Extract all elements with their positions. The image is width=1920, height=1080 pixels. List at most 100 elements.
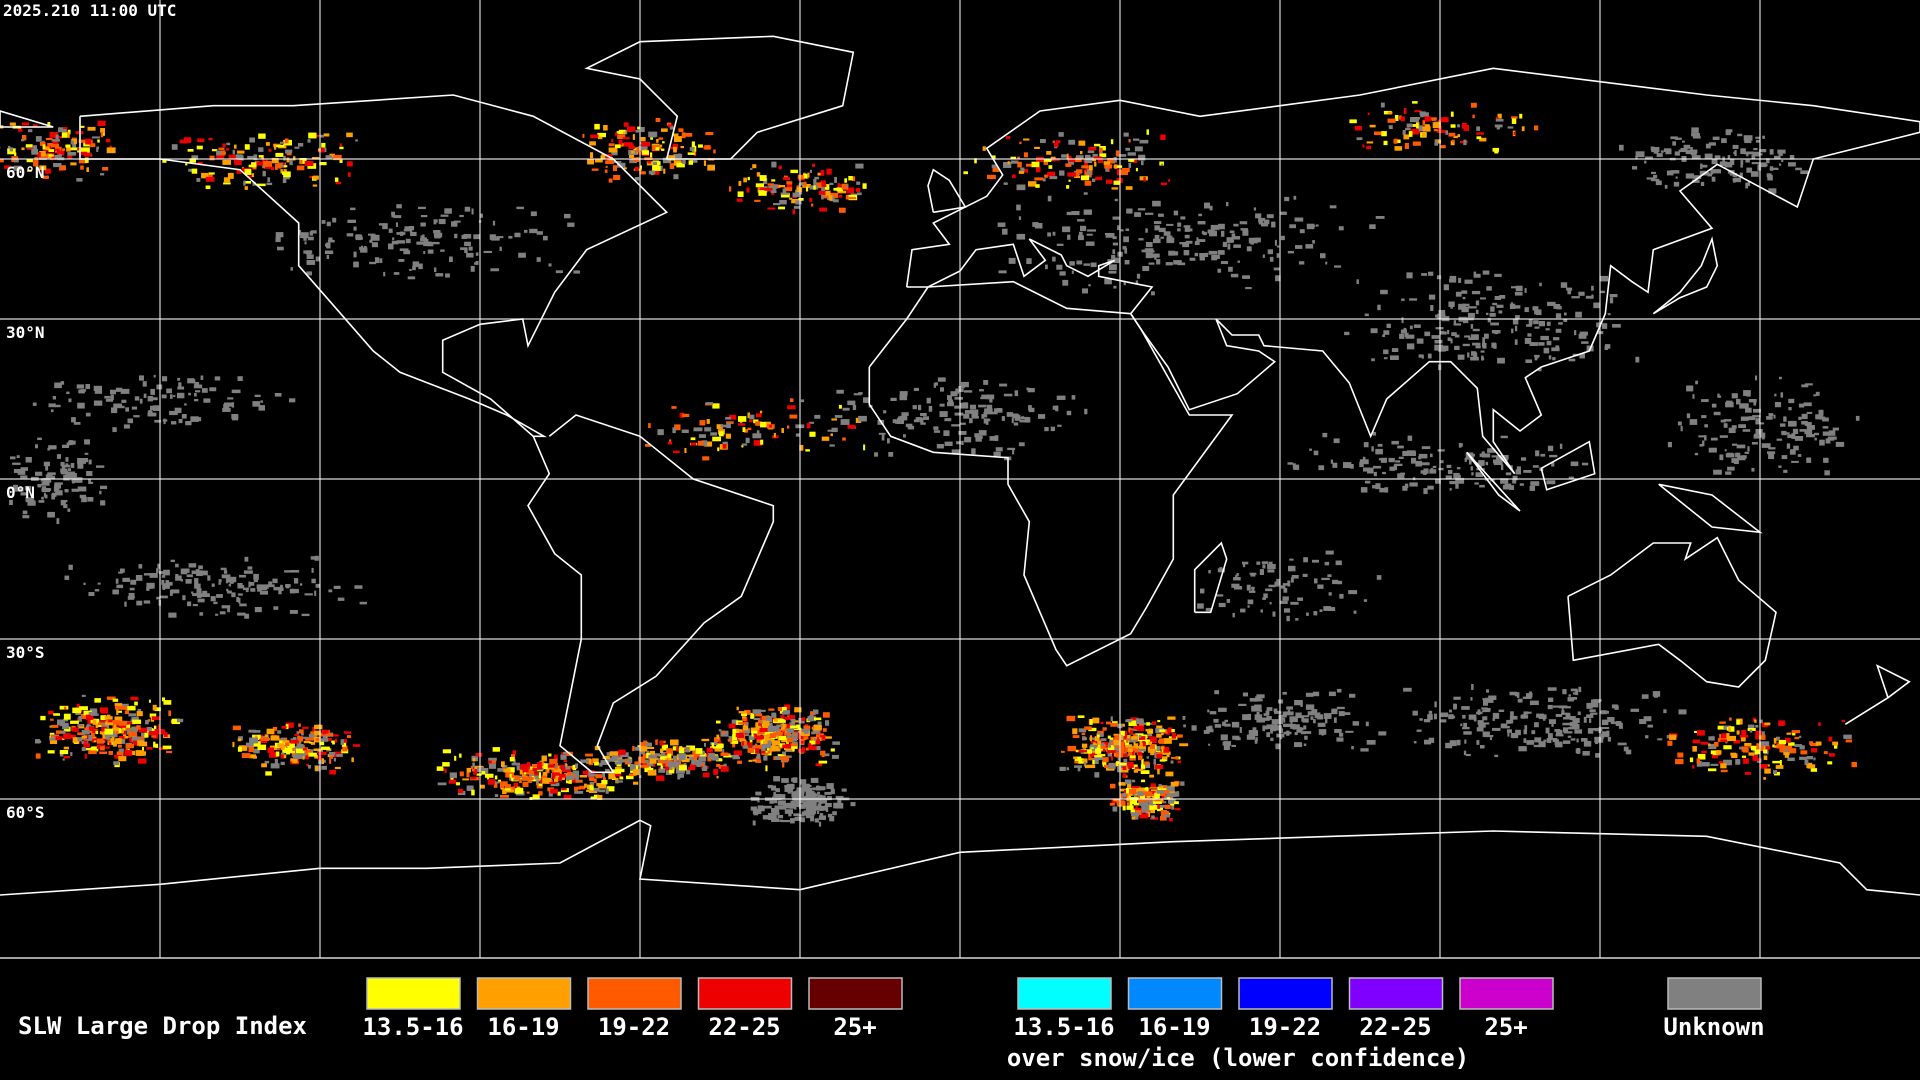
cloud-pixel xyxy=(1530,481,1540,486)
cloud-pixel xyxy=(127,596,135,600)
cloud-pixel xyxy=(1717,725,1724,730)
cloud-pixel xyxy=(1750,171,1759,177)
cloud-pixel xyxy=(1146,756,1149,759)
cloud-pixel xyxy=(1153,759,1156,765)
cloud-pixel xyxy=(542,771,548,776)
cloud-pixel xyxy=(269,752,278,758)
cloud-pixel xyxy=(67,152,77,156)
cloud-pixel xyxy=(765,728,774,733)
cloud-pixel xyxy=(1523,470,1532,473)
cloud-pixel xyxy=(239,603,247,607)
cloud-pixel xyxy=(850,802,856,807)
cloud-pixel xyxy=(794,795,799,799)
cloud-pixel xyxy=(275,232,284,238)
cloud-pixel xyxy=(1208,250,1218,255)
cloud-pixel xyxy=(83,152,92,157)
cloud-pixel xyxy=(1138,735,1142,738)
cloud-pixel xyxy=(25,146,33,149)
cloud-pixel xyxy=(45,146,50,150)
cloud-pixel xyxy=(1125,186,1133,190)
cloud-pixel xyxy=(1129,800,1133,806)
cloud-pixel xyxy=(485,773,494,778)
cloud-pixel xyxy=(22,135,27,141)
cloud-pixel xyxy=(282,178,287,184)
cloud-pixel xyxy=(303,740,310,744)
cloud-pixel xyxy=(1427,485,1434,490)
cloud-pixel xyxy=(809,740,813,747)
cloud-pixel xyxy=(798,198,804,201)
cloud-pixel xyxy=(78,151,88,155)
cloud-pixel xyxy=(732,737,742,741)
cloud-pixel xyxy=(856,181,861,185)
cloud-pixel xyxy=(330,734,339,737)
cloud-pixel xyxy=(56,454,61,459)
cloud-pixel xyxy=(1305,244,1314,249)
cloud-pixel xyxy=(1585,295,1594,299)
cloud-pixel xyxy=(746,187,750,193)
cloud-pixel xyxy=(322,729,329,735)
cloud-pixel xyxy=(1421,446,1431,450)
cloud-pixel xyxy=(440,214,449,217)
cloud-pixel xyxy=(798,183,805,186)
legend-label: 25+ xyxy=(1484,1013,1527,1041)
cloud-pixel xyxy=(773,799,778,804)
cloud-pixel xyxy=(759,175,767,181)
cloud-pixel xyxy=(152,716,161,720)
cloud-pixel xyxy=(118,728,122,734)
cloud-pixel xyxy=(1082,759,1085,762)
cloud-pixel xyxy=(597,132,607,138)
cloud-pixel xyxy=(305,755,310,760)
cloud-pixel xyxy=(777,707,784,712)
cloud-pixel xyxy=(944,441,953,447)
cloud-pixel xyxy=(459,214,464,218)
cloud-pixel xyxy=(1753,148,1758,151)
cloud-pixel xyxy=(1156,746,1160,752)
cloud-pixel xyxy=(1578,291,1585,296)
cloud-pixel xyxy=(509,757,515,762)
cloud-pixel xyxy=(1736,719,1740,725)
cloud-pixel xyxy=(1270,737,1274,742)
cloud-pixel xyxy=(662,157,672,164)
cloud-pixel xyxy=(16,455,20,458)
cloud-pixel xyxy=(1448,132,1456,137)
cloud-pixel xyxy=(1708,743,1711,746)
cloud-pixel xyxy=(168,612,177,618)
cloud-pixel xyxy=(635,765,639,770)
cloud-pixel xyxy=(604,169,608,173)
cloud-pixel xyxy=(79,125,85,128)
cloud-pixel xyxy=(1170,760,1174,764)
cloud-pixel xyxy=(1104,164,1113,169)
cloud-pixel xyxy=(1692,179,1700,183)
cloud-pixel xyxy=(1072,735,1080,739)
cloud-pixel xyxy=(1127,793,1133,796)
cloud-pixel xyxy=(920,413,927,417)
cloud-pixel xyxy=(1163,790,1170,794)
cloud-pixel xyxy=(1092,760,1095,765)
cloud-pixel xyxy=(203,398,211,403)
cloud-pixel xyxy=(1107,750,1116,753)
cloud-pixel xyxy=(67,468,72,472)
cloud-pixel xyxy=(1644,160,1647,164)
cloud-pixel xyxy=(618,749,626,755)
cloud-pixel xyxy=(586,789,591,792)
cloud-pixel xyxy=(1810,742,1819,747)
cloud-pixel xyxy=(1482,722,1490,725)
cloud-pixel xyxy=(1152,200,1161,207)
cloud-pixel xyxy=(1067,155,1072,161)
cloud-pixel xyxy=(790,169,799,174)
cloud-pixel xyxy=(1094,772,1100,778)
cloud-pixel xyxy=(49,740,58,745)
cloud-pixel xyxy=(824,791,832,795)
cloud-pixel xyxy=(407,276,416,280)
cloud-pixel xyxy=(1083,263,1091,266)
cloud-pixel xyxy=(502,788,507,795)
cloud-pixel xyxy=(25,144,33,148)
cloud-pixel xyxy=(1578,686,1582,693)
cloud-pixel xyxy=(1744,151,1754,155)
cloud-pixel xyxy=(759,808,765,812)
cloud-pixel xyxy=(1439,331,1447,335)
cloud-pixel xyxy=(1111,187,1119,190)
cloud-pixel xyxy=(1150,737,1157,744)
cloud-pixel xyxy=(1564,706,1571,709)
cloud-pixel xyxy=(143,600,151,604)
